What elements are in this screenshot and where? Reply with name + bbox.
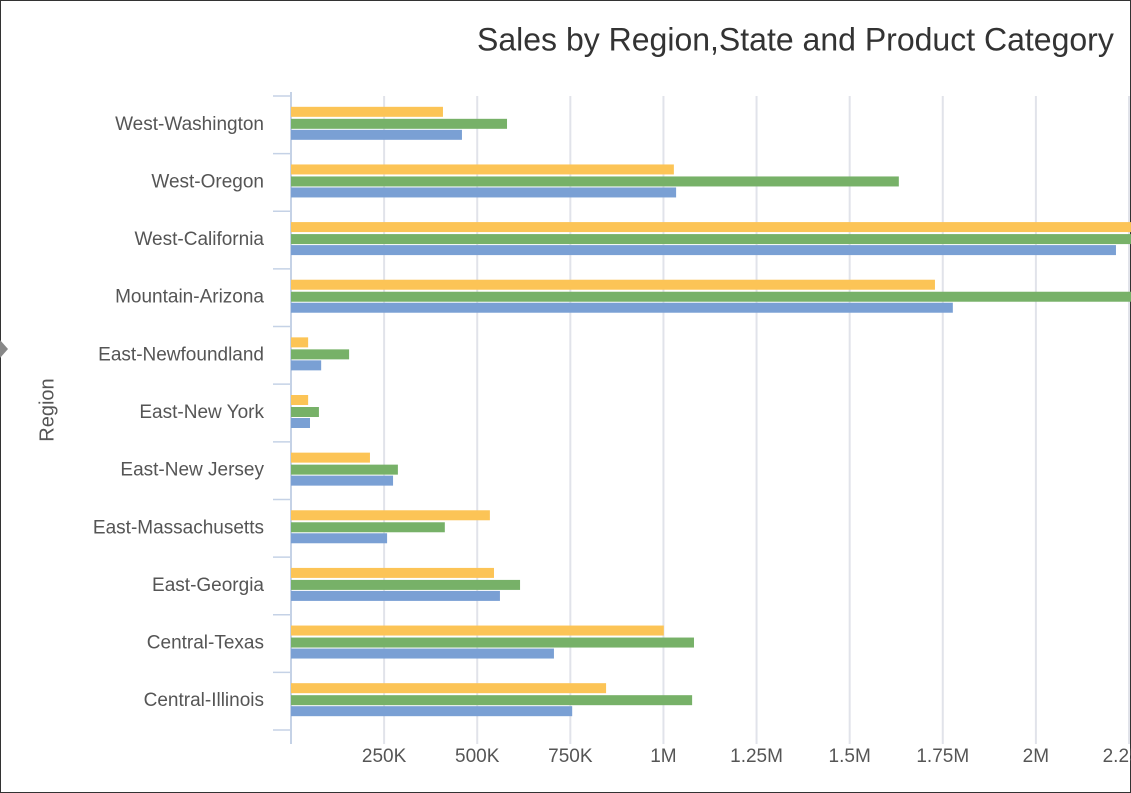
bar [291, 706, 573, 717]
x-tick-label: 250K [362, 746, 407, 767]
bar [291, 637, 694, 648]
x-tick-label: 1.25M [730, 746, 783, 767]
y-tick-label: East-New Jersey [120, 460, 264, 481]
bar [291, 118, 508, 129]
bar [291, 533, 388, 544]
bar [291, 106, 443, 117]
y-tick-label: East-Newfoundland [98, 344, 264, 365]
bar [291, 625, 664, 636]
bar [291, 302, 953, 313]
y-tick-label: West-California [134, 229, 264, 250]
grid [273, 92, 1130, 744]
bar [291, 129, 462, 140]
chart-title: Sales by Region,State and Product Catego… [477, 21, 1114, 57]
x-tick-label: 1M [650, 746, 676, 767]
bar [291, 279, 935, 290]
bar [291, 395, 309, 405]
x-tick-label: 1.5M [829, 746, 871, 767]
bar [291, 337, 309, 348]
y-tick-label: Mountain-Arizona [115, 287, 264, 308]
y-tick-label: East-Massachusetts [93, 517, 264, 538]
bar [291, 245, 1116, 256]
x-tick-label: 1.75M [916, 746, 969, 767]
bar [291, 683, 607, 694]
bar [291, 522, 445, 533]
y-tick-label: Central-Illinois [144, 690, 264, 711]
bar [291, 510, 490, 521]
bar [291, 187, 677, 198]
y-tick-label: West-Washington [115, 114, 264, 135]
x-tick-label: 750K [548, 746, 593, 767]
bar [291, 475, 394, 486]
bar [291, 648, 554, 659]
y-axis-label: Region [36, 378, 58, 441]
y-tick-label: East-Georgia [152, 575, 264, 596]
bar [291, 234, 1131, 245]
bar [291, 567, 494, 578]
x-tick-label: 2M [1023, 746, 1049, 767]
bar [291, 579, 521, 590]
bar [291, 590, 500, 601]
bar [291, 464, 398, 475]
bar [291, 360, 322, 371]
bar [291, 695, 693, 706]
y-tick-label: East-New York [139, 402, 264, 423]
x-tick-label: 2.25M [1103, 746, 1131, 767]
y-tick-label: West-Oregon [151, 171, 264, 192]
bar [291, 164, 674, 175]
plot [291, 106, 1131, 717]
side-toggle[interactable] [0, 340, 8, 358]
bar [291, 291, 1131, 302]
bar [291, 452, 370, 463]
bar [291, 418, 310, 428]
y-tick-label: Central-Texas [147, 633, 264, 654]
x-tick-label: 500K [455, 746, 500, 767]
bar [291, 222, 1131, 233]
bar [291, 407, 319, 417]
bar [291, 349, 350, 360]
bar [291, 176, 899, 187]
